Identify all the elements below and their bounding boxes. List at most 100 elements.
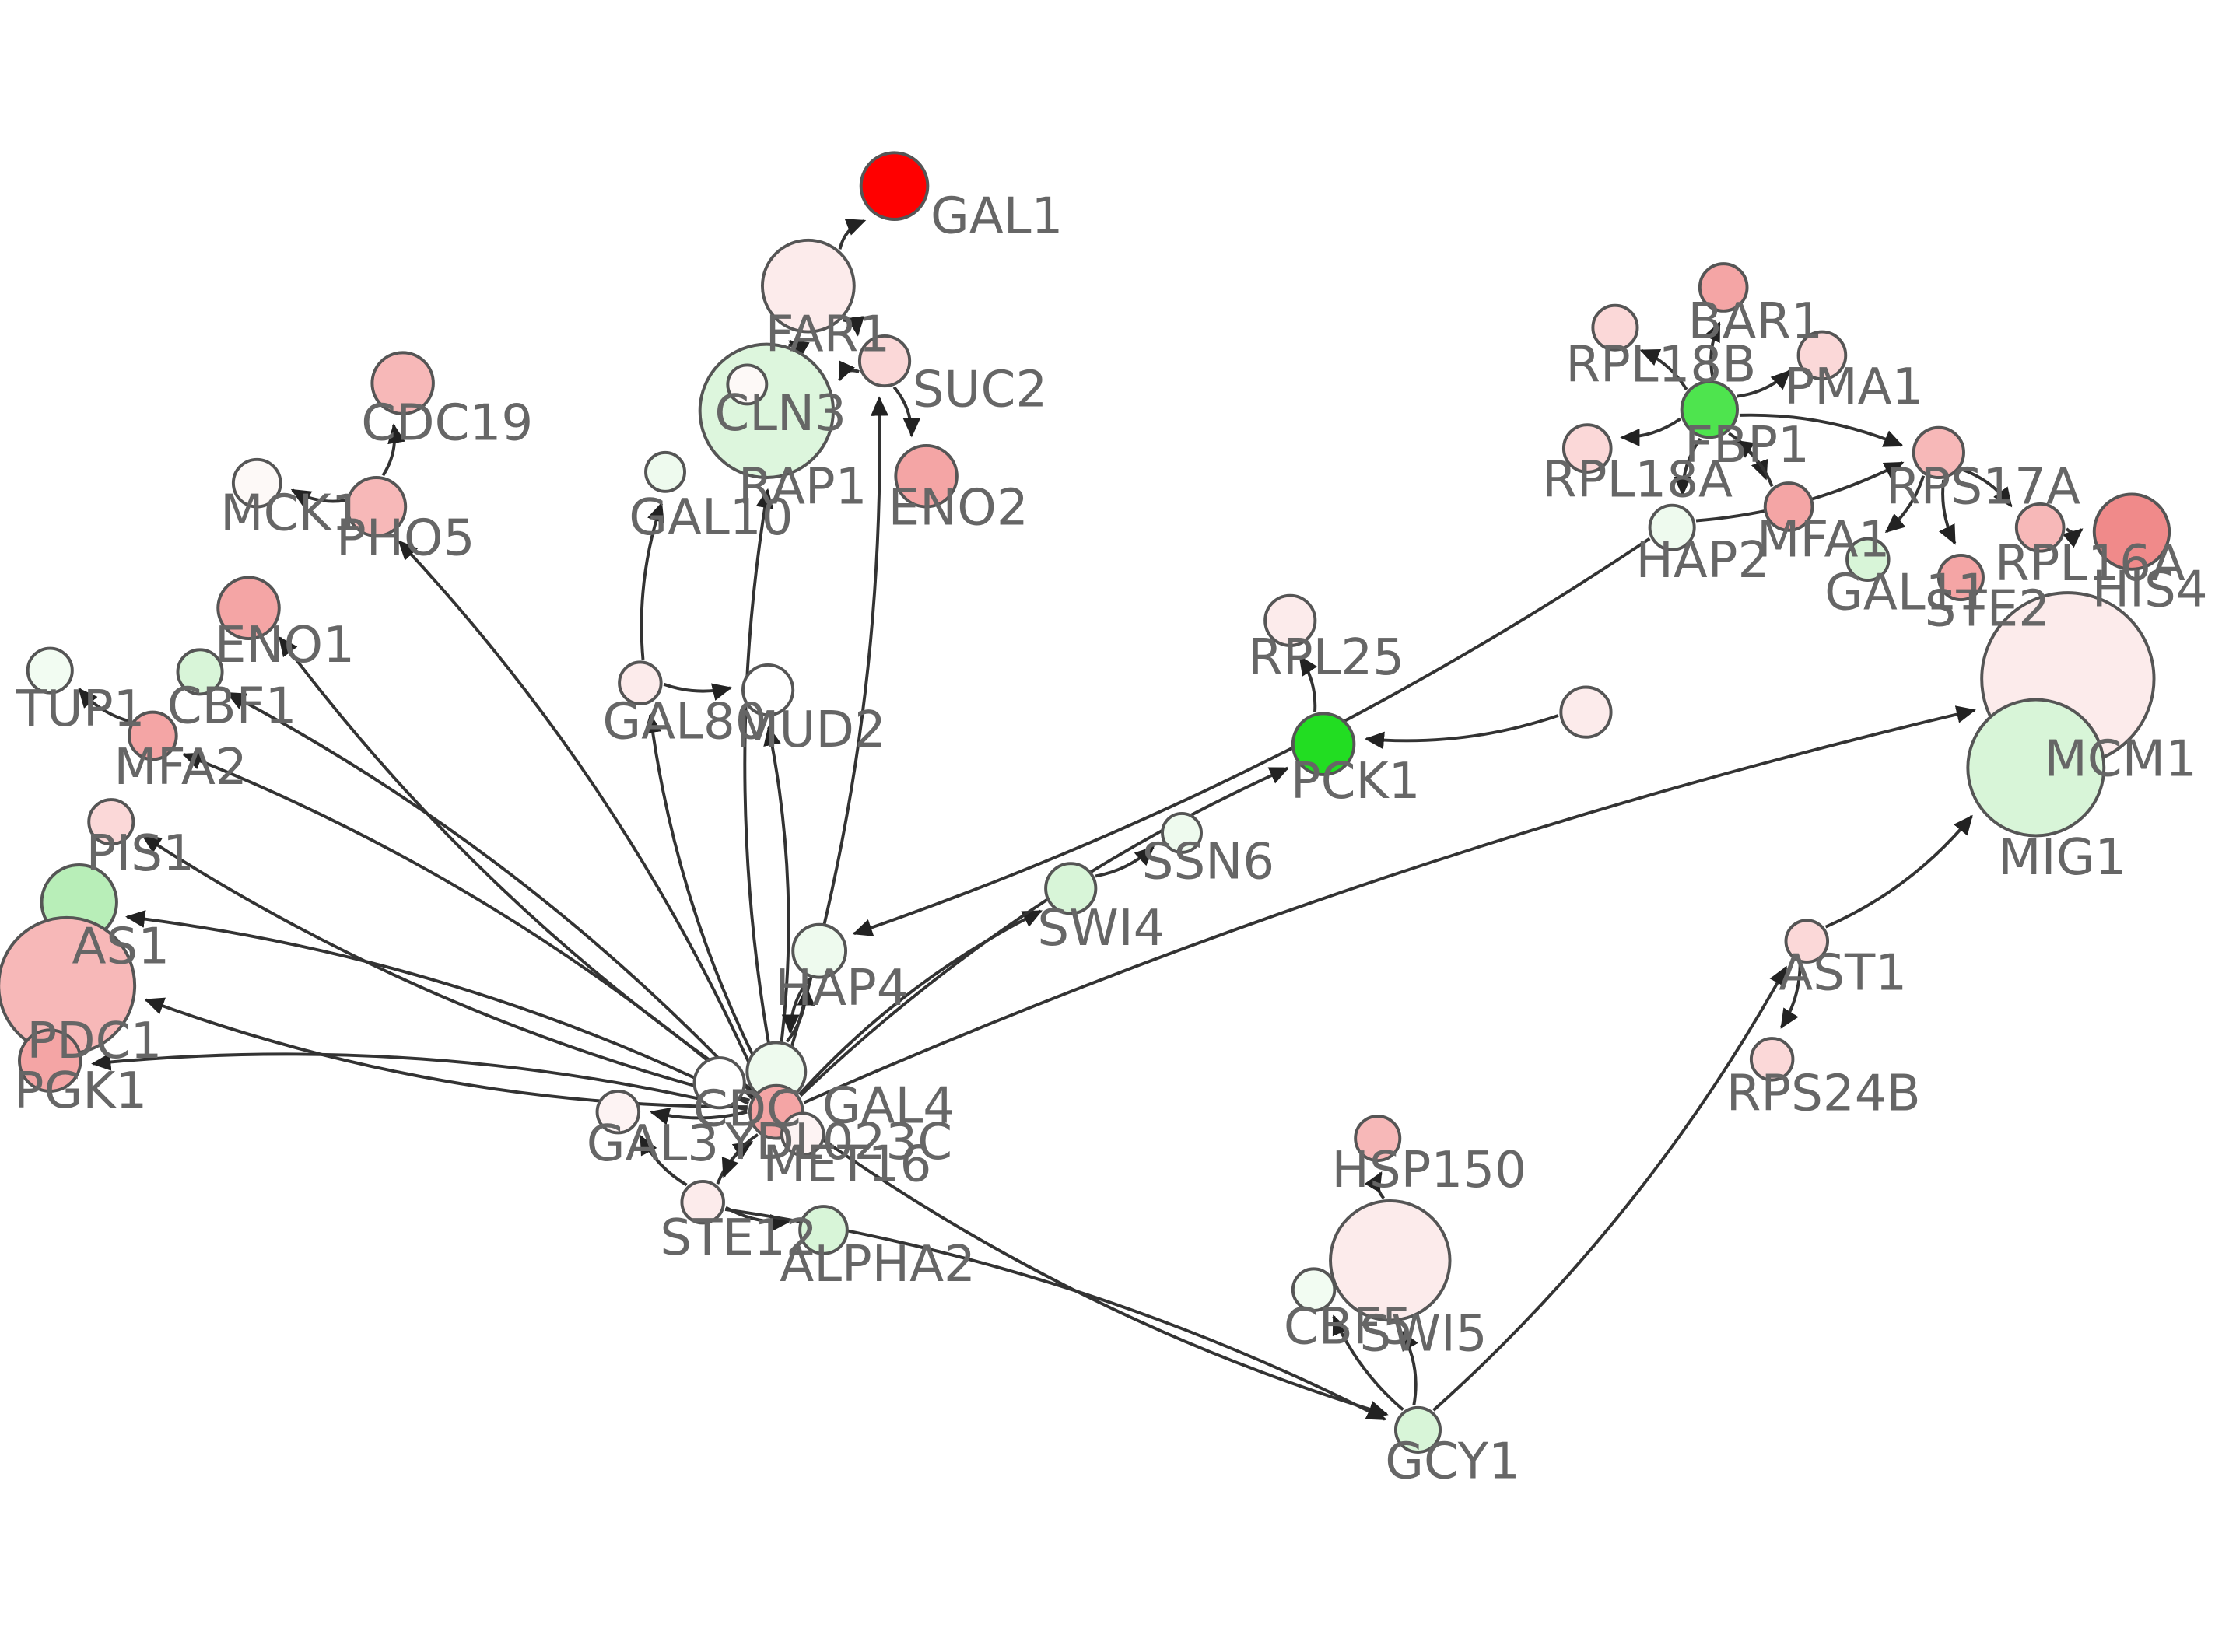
edge-SWI4-to-SSN6: [1095, 845, 1155, 878]
node-label-eno2: ENO2: [888, 478, 1029, 537]
node-mfa2[interactable]: [128, 710, 178, 761]
node-far1[interactable]: [761, 238, 856, 334]
node-bar1[interactable]: [1698, 262, 1749, 313]
node-pis1[interactable]: [87, 798, 135, 846]
node-label-rpl16a: RPL16A: [1995, 534, 2185, 593]
node-swi5[interactable]: [1329, 1199, 1452, 1322]
node-label-met16: MET16: [762, 1136, 931, 1194]
node-pgk1[interactable]: [18, 1028, 82, 1093]
node-cdc19[interactable]: [370, 351, 435, 415]
node-ydl023c[interactable]: [780, 1111, 825, 1157]
node-label-rap1: RAP1: [738, 458, 867, 516]
node-pck1[interactable]: [1291, 712, 1356, 776]
edge-GAL4-to-PIS1: [141, 834, 751, 1102]
node-mfa1[interactable]: [1763, 481, 1814, 532]
node-hap4[interactable]: [791, 922, 848, 979]
node-gcy1[interactable]: [1393, 1405, 1442, 1454]
node-label-alpha2: ALPHA2: [780, 1235, 976, 1293]
node-label-rps17a: RPS17A: [1886, 458, 2080, 516]
node-rpl16a[interactable]: [2014, 502, 2066, 553]
node-label-swi5: SWI5: [1360, 1304, 1488, 1363]
edge-GAL80-to-MUD2: [663, 682, 733, 701]
node-rps17a[interactable]: [1912, 425, 1965, 479]
edge-GCY1-to-CBF5: [1332, 1314, 1404, 1412]
node-label-suc2: SUC2: [913, 361, 1048, 419]
node-hap2[interactable]: [1648, 503, 1696, 551]
node-label-cln3: CLN3: [714, 384, 846, 443]
edge-CLN3-to-FAR1: [788, 340, 810, 359]
node-label-gcy1: GCY1: [1385, 1433, 1520, 1491]
node-alpha2[interactable]: [798, 1205, 849, 1255]
edge-GCY1-to-SWI5: [1400, 1330, 1418, 1405]
edge-FBP1-to-HAP2: [1674, 437, 1702, 497]
node-label-gal4: GAL4: [822, 1077, 955, 1136]
node-gal80[interactable]: [618, 660, 663, 705]
node-cdc_hub[interactable]: [692, 1056, 746, 1110]
edge-GAL4-to-PDC1: [144, 997, 748, 1109]
node-label-rps24b: RPS24B: [1726, 1065, 1921, 1123]
node-label-gal10: GAL10: [629, 488, 793, 547]
node-rps24b[interactable]: [1749, 1037, 1795, 1082]
node-ssn6[interactable]: [1161, 811, 1203, 854]
node-label-mud2: MUD2: [736, 701, 886, 759]
edge-GAL4-to-AS1: [125, 910, 749, 1105]
edge-SUC2-to-ENO2: [892, 386, 921, 438]
node-label-mfa2: MFA2: [114, 738, 247, 796]
edge-GAL4-to-SWI4: [798, 909, 1043, 1096]
node-mig1[interactable]: [1966, 698, 2106, 838]
edge-SUC2-to-CLN3: [838, 360, 860, 382]
edge-FBP1-to-PMA1: [1737, 369, 1791, 398]
node-ast1[interactable]: [1784, 919, 1830, 964]
node-eno1[interactable]: [216, 576, 281, 641]
node-ste2[interactable]: [1936, 553, 1985, 602]
node-gal3[interactable]: [595, 1089, 641, 1135]
node-gal1[interactable]: [859, 151, 930, 221]
node-rpl18a[interactable]: [1561, 423, 1613, 474]
node-label-pis1: PIS1: [86, 824, 195, 883]
node-cln3_inner[interactable]: [726, 363, 769, 406]
edge-GAL4-to-MCM1: [803, 705, 1976, 1104]
node-label-gal11: GAL11: [1824, 563, 1989, 621]
node-gal10[interactable]: [644, 450, 686, 493]
node-suc2[interactable]: [857, 334, 912, 388]
node-rpl18b[interactable]: [1591, 303, 1639, 352]
node-hsp150[interactable]: [1354, 1115, 1402, 1163]
edge-GAL4-to-MFA2: [182, 752, 752, 1098]
node-ste12[interactable]: [680, 1179, 725, 1225]
edge-GAL4-to-PCK1: [799, 766, 1290, 1097]
node-tup1[interactable]: [26, 646, 74, 695]
node-mck1[interactable]: [231, 457, 282, 509]
edge-RPS17A-to-STE2: [1939, 479, 1957, 545]
edge-FBP1-to-RPL18A: [1620, 417, 1681, 446]
edge-FAR1-to-SUC2: [843, 316, 865, 337]
node-label-far1: FAR1: [766, 305, 891, 363]
node-cbf1[interactable]: [176, 648, 224, 696]
node-label-fbp1: FBP1: [1684, 416, 1810, 474]
node-gal11[interactable]: [1845, 537, 1891, 583]
node-label-pdc1: PDC1: [26, 1012, 162, 1070]
node-label-ast1: AST1: [1779, 943, 1907, 1002]
edge-PHO5-to-CDC19: [381, 423, 405, 477]
node-rpl25[interactable]: [1263, 593, 1317, 647]
node-mud2[interactable]: [741, 663, 795, 717]
node-cbf5[interactable]: [1291, 1267, 1337, 1312]
node-fbp1[interactable]: [1680, 380, 1739, 439]
node-hub_r[interactable]: [1559, 685, 1613, 739]
node-label-hap2: HAP2: [1635, 531, 1769, 590]
node-label-as1: AS1: [72, 917, 170, 975]
node-eno2[interactable]: [894, 443, 959, 509]
node-label-cdc_hub: CDC: [693, 1080, 801, 1138]
edge-GAL4-to-GAL3: [649, 1108, 748, 1125]
node-pma1[interactable]: [1796, 330, 1848, 381]
edge-PCK1-to-RPL25: [1299, 655, 1318, 712]
node-pho5[interactable]: [345, 476, 408, 537]
node-label-ssn6: SSN6: [1142, 833, 1275, 891]
node-label-tup1: TUP1: [16, 680, 145, 738]
node-label-gal3: GAL3: [587, 1115, 719, 1173]
node-his4[interactable]: [2092, 492, 2171, 571]
edge-HAP4-to-MET16: [781, 977, 811, 1034]
node-swi4[interactable]: [1044, 862, 1098, 915]
